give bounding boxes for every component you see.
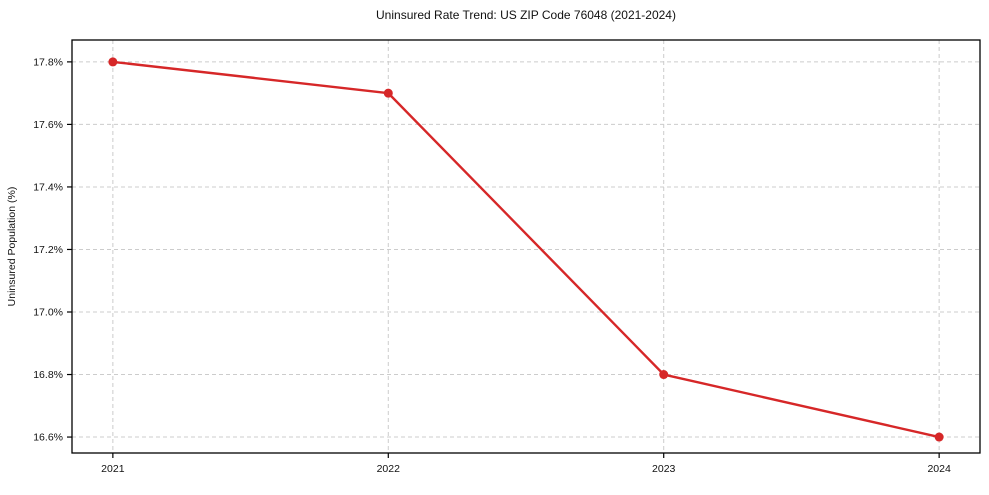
data-point-markers xyxy=(108,57,944,442)
data-point-2022 xyxy=(383,88,393,98)
vertical-gridlines xyxy=(112,40,940,453)
y-tick-labels: 16.6% 16.8% 17.0% 17.2% 17.4% 17.6% 17.8% xyxy=(33,56,63,443)
x-tick-label: 2021 xyxy=(101,463,125,475)
y-tick-label: 17.8% xyxy=(33,56,63,68)
y-tick-label: 17.2% xyxy=(33,244,63,256)
y-tick-label: 16.6% xyxy=(33,432,63,444)
chart-title: Uninsured Rate Trend: US ZIP Code 76048 … xyxy=(376,8,676,22)
y-tick-label: 16.8% xyxy=(33,369,63,381)
horizontal-gridlines xyxy=(72,61,980,438)
x-tick-labels: 2021 2022 2023 2024 xyxy=(101,463,951,475)
axis-ticks xyxy=(67,61,940,458)
x-tick-label: 2023 xyxy=(652,463,676,475)
x-tick-label: 2024 xyxy=(927,463,951,475)
plot-frame xyxy=(71,39,981,454)
data-point-2023 xyxy=(659,370,669,380)
y-axis-label: Uninsured Population (%) xyxy=(6,187,18,307)
data-point-2021 xyxy=(108,57,118,67)
data-point-2024 xyxy=(934,432,944,442)
y-tick-label: 17.4% xyxy=(33,182,63,194)
y-tick-label: 17.6% xyxy=(33,119,63,131)
x-tick-label: 2022 xyxy=(377,463,401,475)
y-tick-label: 17.0% xyxy=(33,307,63,319)
trend-line xyxy=(111,60,941,439)
